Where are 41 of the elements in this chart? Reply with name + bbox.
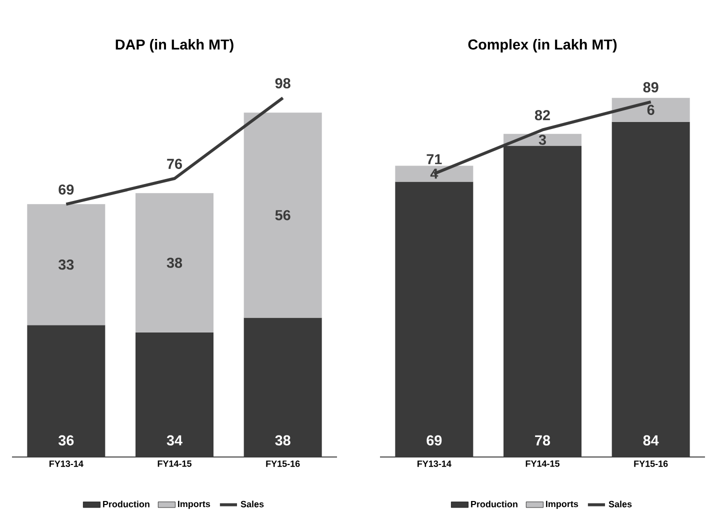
bar bbox=[27, 325, 106, 457]
data-label: 78 bbox=[535, 435, 550, 446]
data-label: 33 bbox=[58, 260, 74, 270]
data-label: 34 bbox=[166, 435, 182, 446]
data-label: 69 bbox=[426, 435, 442, 446]
data-label: 84 bbox=[643, 435, 659, 446]
data-label: 56 bbox=[275, 210, 290, 220]
x-tick-label: FY13-14 bbox=[418, 460, 452, 467]
data-label: 6 bbox=[647, 104, 654, 115]
bar bbox=[27, 204, 106, 326]
bar bbox=[612, 122, 690, 457]
bar bbox=[395, 182, 474, 457]
data-label: 89 bbox=[643, 82, 658, 92]
bar bbox=[244, 318, 322, 457]
bar bbox=[612, 98, 690, 122]
text: Complex (in Lakh MT) bbox=[468, 39, 617, 52]
legend-label: Imports bbox=[178, 500, 210, 509]
bar bbox=[136, 332, 214, 457]
legend-label: Production bbox=[103, 500, 150, 508]
x-tick-label: FY15-16 bbox=[266, 460, 300, 467]
legend-label: Sales bbox=[608, 500, 632, 508]
bar bbox=[244, 112, 322, 318]
data-label: 98 bbox=[275, 78, 290, 88]
legend-label: Imports bbox=[546, 500, 578, 509]
x-tick-label: FY15-16 bbox=[634, 460, 668, 467]
legend-label: Production bbox=[471, 500, 518, 508]
x-tick-label: FY14-15 bbox=[158, 460, 192, 467]
bar bbox=[136, 193, 214, 332]
data-label: 38 bbox=[275, 435, 290, 446]
data-label: 71 bbox=[426, 154, 442, 164]
data-label: 3 bbox=[538, 134, 546, 145]
x-tick-label: FY14-15 bbox=[526, 460, 560, 467]
legend-label: Sales bbox=[240, 500, 264, 508]
data-label: 69 bbox=[58, 184, 74, 195]
text: DAP (in Lakh MT) bbox=[116, 39, 234, 52]
data-label: 82 bbox=[534, 110, 550, 120]
data-label: 76 bbox=[167, 158, 182, 169]
bar bbox=[395, 166, 474, 182]
x-tick-label: FY13-14 bbox=[50, 460, 84, 467]
data-label: 38 bbox=[166, 258, 182, 268]
data-label: 36 bbox=[58, 435, 74, 446]
